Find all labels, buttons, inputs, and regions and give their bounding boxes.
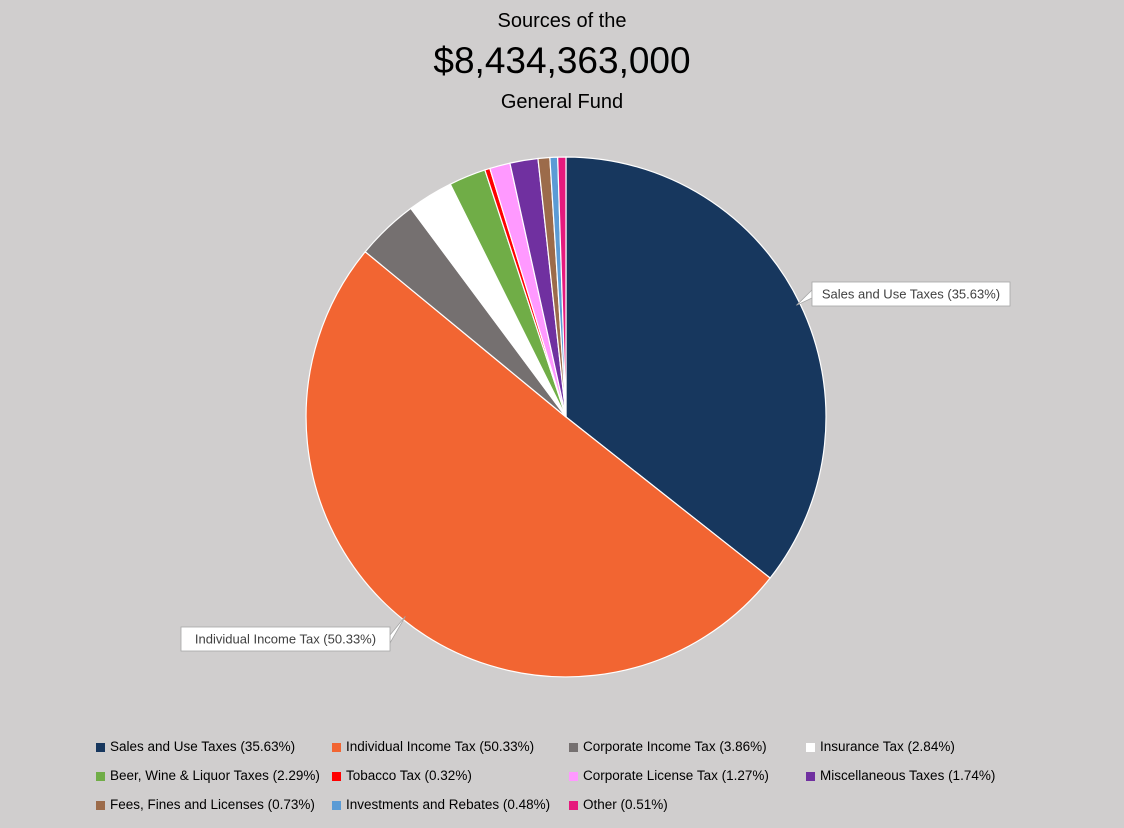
legend-swatch <box>332 771 341 781</box>
legend-label: Insurance Tax (2.84%) <box>820 739 955 754</box>
legend-label: Fees, Fines and Licenses (0.73%) <box>110 797 315 812</box>
legend-swatch <box>96 771 105 781</box>
pie-callouts: Sales and Use Taxes (35.63%) Individual I… <box>180 281 1011 652</box>
legend-label: Investments and Rebates (0.48%) <box>346 797 551 812</box>
callout-leader <box>389 616 406 645</box>
callout-label: Sales and Use Taxes (35.63%) <box>822 287 1000 302</box>
callout-box <box>180 626 391 652</box>
legend-swatch <box>569 800 578 810</box>
legend-item-investments-and-rebates: Investments and Rebates (0.48%) <box>332 796 550 814</box>
pie-slice-other <box>557 156 567 418</box>
legend-item-corporate-income-tax: Corporate Income Tax (3.86%) <box>569 738 767 756</box>
callout-sales-and-use-taxes: Sales and Use Taxes (35.63%) <box>796 281 1011 307</box>
legend-swatch <box>806 742 815 752</box>
pie-slices <box>305 156 827 678</box>
chart-title-amount: $8,434,363,000 <box>433 40 691 81</box>
legend-label: Miscellaneous Taxes (1.74%) <box>820 768 996 783</box>
legend-item-sales-and-use-taxes: Sales and Use Taxes (35.63%) <box>96 738 295 756</box>
legend-swatch <box>96 742 105 752</box>
legend-swatch <box>332 742 341 752</box>
callout-leader <box>796 289 813 306</box>
legend-swatch <box>569 771 578 781</box>
callout-label: Individual Income Tax (50.33%) <box>195 632 376 647</box>
legend-swatch <box>96 800 105 810</box>
legend-item-individual-income-tax: Individual Income Tax (50.33%) <box>332 738 534 756</box>
legend-swatch <box>806 771 815 781</box>
legend-swatch <box>569 742 578 752</box>
legend-label: Beer, Wine & Liquor Taxes (2.29%) <box>110 768 320 783</box>
legend-item-fees-fines-and-licenses: Fees, Fines and Licenses (0.73%) <box>96 796 315 814</box>
legend-label: Individual Income Tax (50.33%) <box>346 739 535 754</box>
legend-label: Other (0.51%) <box>583 797 668 812</box>
callout-individual-income-tax: Individual Income Tax (50.33%) <box>180 616 406 652</box>
legend-item-corporate-license-tax: Corporate License Tax (1.27%) <box>569 767 769 785</box>
legend-label: Corporate License Tax (1.27%) <box>583 768 769 783</box>
legend-label: Sales and Use Taxes (35.63%) <box>110 739 296 754</box>
callout-box <box>811 281 1011 307</box>
chart-title-line-3: General Fund <box>500 91 624 113</box>
legend-item-beer-wine-liquor-taxes: Beer, Wine & Liquor Taxes (2.29%) <box>96 767 320 785</box>
legend-label: Corporate Income Tax (3.86%) <box>583 739 767 754</box>
legend-item-other: Other (0.51%) <box>569 796 668 814</box>
legend-swatch <box>332 800 341 810</box>
chart-title-line-1: Sources of the <box>497 10 627 32</box>
legend-item-tobacco-tax: Tobacco Tax (0.32%) <box>332 767 472 785</box>
legend-item-miscellaneous-taxes: Miscellaneous Taxes (1.74%) <box>806 767 995 785</box>
legend-label: Tobacco Tax (0.32%) <box>346 768 472 783</box>
legend-item-insurance-tax: Insurance Tax (2.84%) <box>806 738 955 756</box>
